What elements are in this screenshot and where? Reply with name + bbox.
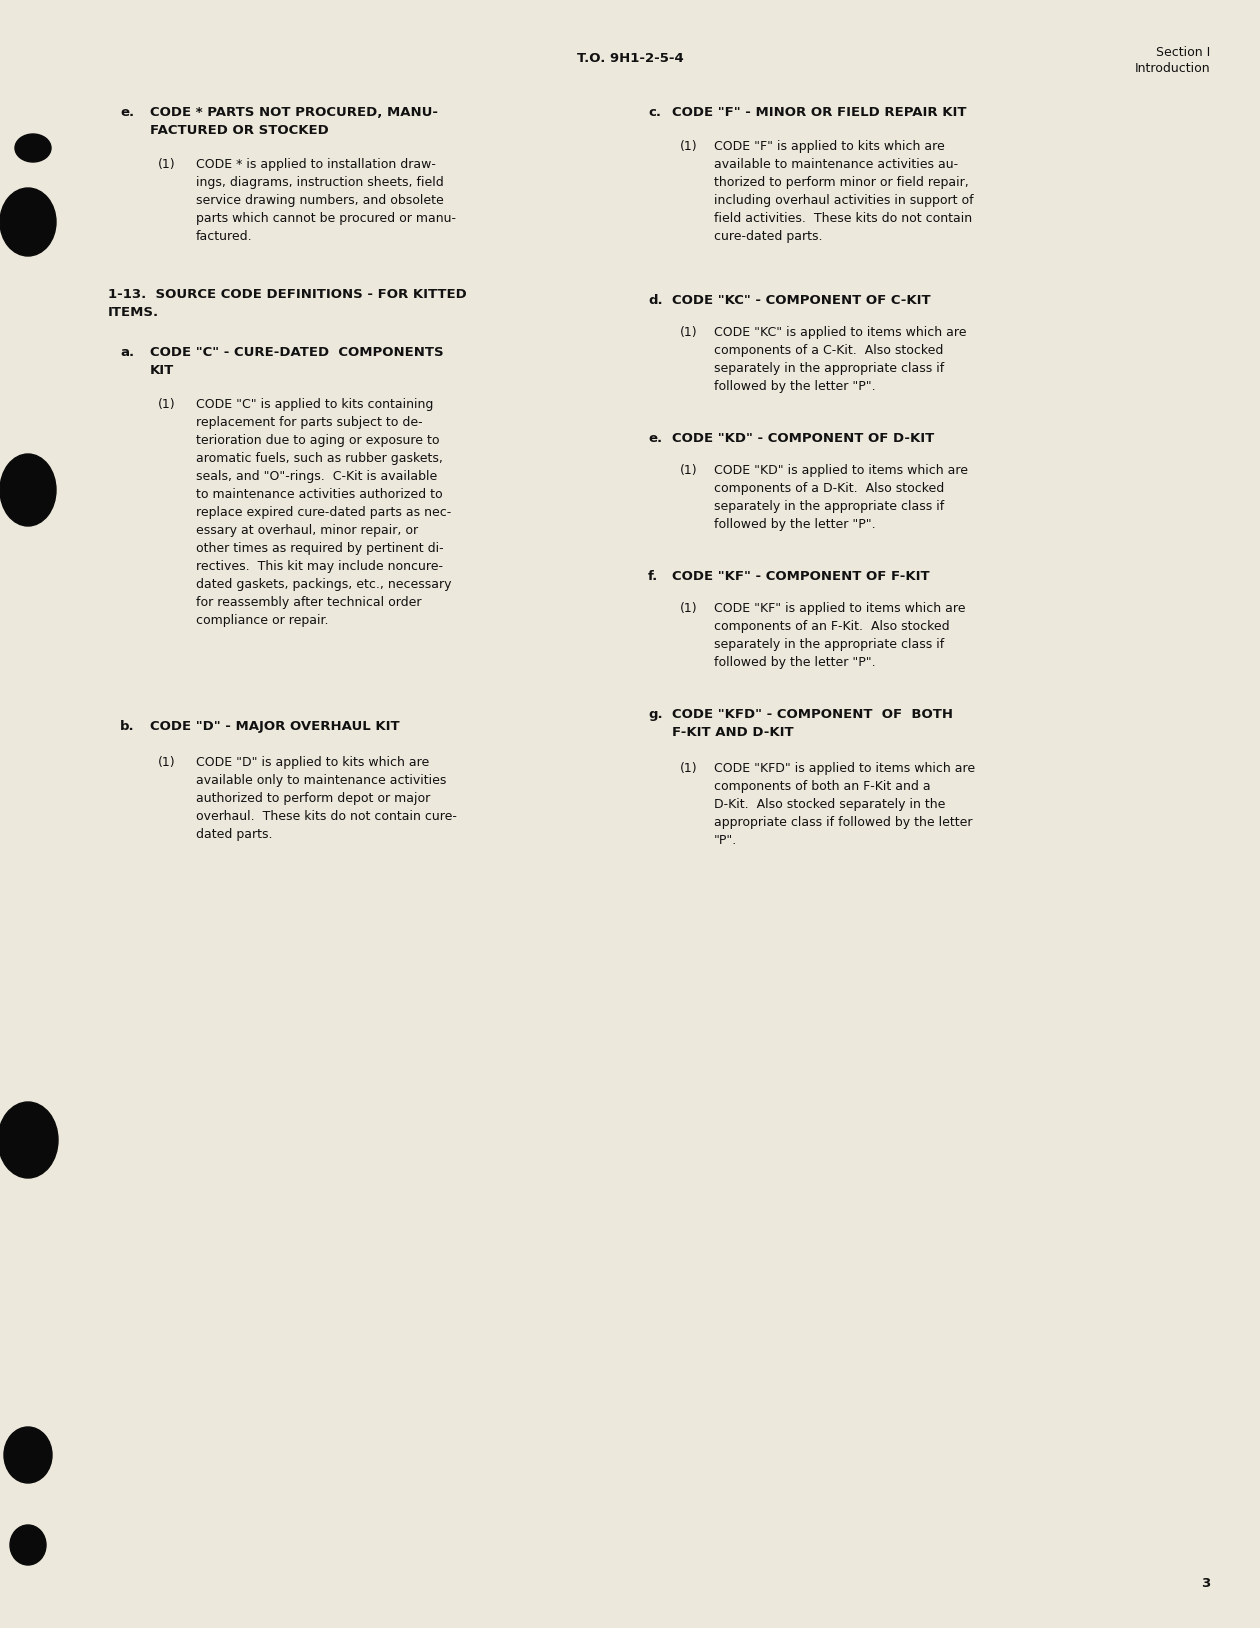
Text: b.: b. bbox=[120, 720, 135, 733]
Text: (1): (1) bbox=[680, 140, 698, 153]
Text: (1): (1) bbox=[680, 762, 698, 775]
Text: CODE "C" - CURE-DATED  COMPONENTS
KIT: CODE "C" - CURE-DATED COMPONENTS KIT bbox=[150, 347, 444, 376]
Text: (1): (1) bbox=[158, 158, 175, 171]
Text: CODE "KF" is applied to items which are
components of an F-Kit.  Also stocked
se: CODE "KF" is applied to items which are … bbox=[714, 602, 965, 669]
Ellipse shape bbox=[10, 1525, 47, 1565]
Ellipse shape bbox=[0, 454, 55, 526]
Text: 1-13.  SOURCE CODE DEFINITIONS - FOR KITTED
ITEMS.: 1-13. SOURCE CODE DEFINITIONS - FOR KITT… bbox=[108, 288, 466, 319]
Text: g.: g. bbox=[648, 708, 663, 721]
Text: f.: f. bbox=[648, 570, 658, 583]
Text: T.O. 9H1-2-5-4: T.O. 9H1-2-5-4 bbox=[577, 52, 683, 65]
Text: CODE * is applied to installation draw-
ings, diagrams, instruction sheets, fiel: CODE * is applied to installation draw- … bbox=[197, 158, 456, 243]
Text: (1): (1) bbox=[680, 464, 698, 477]
Text: d.: d. bbox=[648, 295, 663, 308]
Text: (1): (1) bbox=[158, 755, 175, 768]
Text: (1): (1) bbox=[680, 602, 698, 615]
Text: Section I: Section I bbox=[1155, 46, 1210, 59]
Text: CODE "F" is applied to kits which are
available to maintenance activities au-
th: CODE "F" is applied to kits which are av… bbox=[714, 140, 974, 243]
Text: CODE "D" - MAJOR OVERHAUL KIT: CODE "D" - MAJOR OVERHAUL KIT bbox=[150, 720, 399, 733]
Text: e.: e. bbox=[120, 106, 134, 119]
Ellipse shape bbox=[0, 187, 55, 256]
Text: (1): (1) bbox=[158, 397, 175, 410]
Text: CODE "KFD" is applied to items which are
components of both an F-Kit and a
D-Kit: CODE "KFD" is applied to items which are… bbox=[714, 762, 975, 847]
Ellipse shape bbox=[4, 1428, 52, 1483]
Text: CODE "D" is applied to kits which are
available only to maintenance activities
a: CODE "D" is applied to kits which are av… bbox=[197, 755, 457, 842]
Text: (1): (1) bbox=[680, 326, 698, 339]
Ellipse shape bbox=[0, 1102, 58, 1179]
Text: CODE "KD" - COMPONENT OF D-KIT: CODE "KD" - COMPONENT OF D-KIT bbox=[672, 431, 934, 444]
Text: 3: 3 bbox=[1201, 1578, 1210, 1591]
Text: CODE "KFD" - COMPONENT  OF  BOTH
F-KIT AND D-KIT: CODE "KFD" - COMPONENT OF BOTH F-KIT AND… bbox=[672, 708, 953, 739]
Text: Introduction: Introduction bbox=[1134, 62, 1210, 75]
Text: CODE "C" is applied to kits containing
replacement for parts subject to de-
teri: CODE "C" is applied to kits containing r… bbox=[197, 397, 451, 627]
Text: CODE * PARTS NOT PROCURED, MANU-
FACTURED OR STOCKED: CODE * PARTS NOT PROCURED, MANU- FACTURE… bbox=[150, 106, 438, 137]
Text: CODE "KD" is applied to items which are
components of a D-Kit.  Also stocked
sep: CODE "KD" is applied to items which are … bbox=[714, 464, 968, 531]
Text: e.: e. bbox=[648, 431, 662, 444]
Text: c.: c. bbox=[648, 106, 662, 119]
Ellipse shape bbox=[15, 133, 50, 163]
Text: CODE "KF" - COMPONENT OF F-KIT: CODE "KF" - COMPONENT OF F-KIT bbox=[672, 570, 930, 583]
Text: a.: a. bbox=[120, 347, 134, 360]
Text: CODE "F" - MINOR OR FIELD REPAIR KIT: CODE "F" - MINOR OR FIELD REPAIR KIT bbox=[672, 106, 966, 119]
Text: CODE "KC" - COMPONENT OF C-KIT: CODE "KC" - COMPONENT OF C-KIT bbox=[672, 295, 931, 308]
Text: CODE "KC" is applied to items which are
components of a C-Kit.  Also stocked
sep: CODE "KC" is applied to items which are … bbox=[714, 326, 966, 392]
